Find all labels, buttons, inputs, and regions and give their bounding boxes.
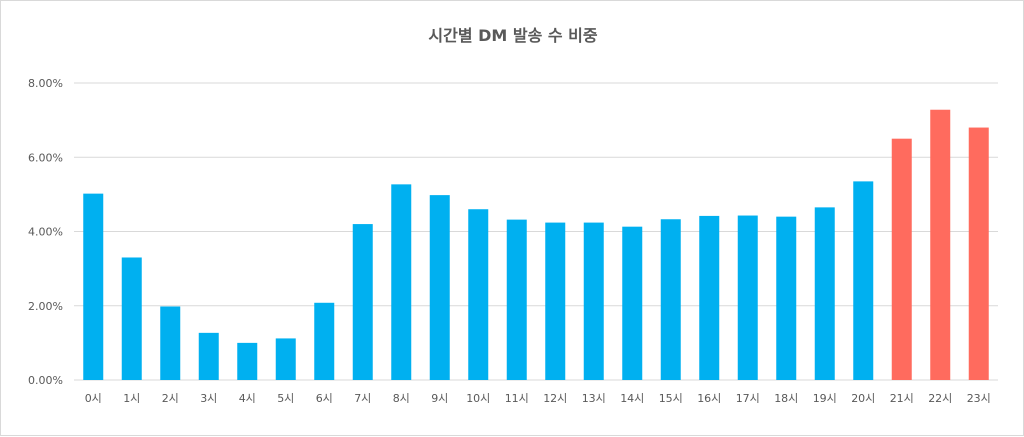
y-tick-label: 0.00%	[28, 374, 63, 387]
bar-5시	[275, 338, 296, 380]
x-tick-label: 1시	[123, 392, 140, 405]
x-tick-label: 3시	[200, 392, 217, 405]
bar-21시	[891, 138, 912, 380]
x-tick-label: 6시	[316, 392, 333, 405]
x-tick-label: 21시	[890, 392, 914, 405]
bar-1시	[121, 257, 142, 380]
bar-4시	[237, 342, 258, 380]
x-tick-label: 15시	[659, 392, 683, 405]
bar-10시	[468, 209, 489, 380]
y-axis-ticks: 0.00% 2.00% 4.00% 6.00% 8.00%	[28, 77, 63, 387]
bar-23시	[968, 127, 989, 380]
bar-0시	[83, 193, 104, 380]
x-tick-label: 16시	[697, 392, 721, 405]
x-tick-label: 23시	[967, 392, 991, 405]
bars	[83, 109, 989, 380]
x-tick-label: 9시	[431, 392, 448, 405]
bar-8시	[391, 184, 412, 380]
x-tick-label: 4시	[239, 392, 256, 405]
bar-19시	[814, 207, 835, 380]
bar-17시	[737, 215, 758, 380]
y-tick-label: 8.00%	[28, 77, 63, 90]
x-tick-label: 13시	[582, 392, 606, 405]
x-tick-label: 8시	[393, 392, 410, 405]
x-tick-label: 14시	[620, 392, 644, 405]
x-tick-label: 7시	[354, 392, 371, 405]
x-tick-label: 12시	[543, 392, 567, 405]
x-tick-label: 11시	[505, 392, 529, 405]
x-tick-label: 0시	[85, 392, 102, 405]
x-axis-ticks: 0시 1시 2시 3시 4시 5시 6시 7시 8시 9시 10시 11시 12시 13시 14시 15시 16…	[85, 392, 991, 405]
bar-22시	[930, 109, 951, 380]
x-tick-label: 18시	[774, 392, 798, 405]
bar-20시	[853, 181, 874, 380]
x-tick-label: 10시	[466, 392, 490, 405]
bar-16시	[699, 215, 720, 380]
x-tick-label: 2시	[162, 392, 179, 405]
bar-6시	[314, 302, 335, 380]
bar-14시	[622, 226, 643, 380]
bar-2시	[160, 306, 181, 380]
chart-title: 시간별 DM 발송 수 비중	[428, 26, 598, 45]
x-tick-label: 22시	[928, 392, 952, 405]
y-tick-label: 2.00%	[28, 300, 63, 313]
bar-15시	[660, 219, 681, 380]
x-tick-label: 19시	[813, 392, 837, 405]
bar-11시	[506, 219, 527, 380]
bar-7시	[352, 224, 373, 380]
bar-13시	[583, 222, 604, 380]
gridlines	[74, 82, 998, 381]
y-tick-label: 4.00%	[28, 226, 63, 239]
bar-12시	[545, 222, 566, 380]
bar-9시	[429, 195, 450, 380]
x-tick-label: 20시	[851, 392, 875, 405]
y-tick-label: 6.00%	[28, 151, 63, 164]
bar-3시	[198, 332, 219, 380]
x-tick-label: 5시	[277, 392, 294, 405]
bar-18시	[776, 216, 797, 380]
x-tick-label: 17시	[736, 392, 760, 405]
